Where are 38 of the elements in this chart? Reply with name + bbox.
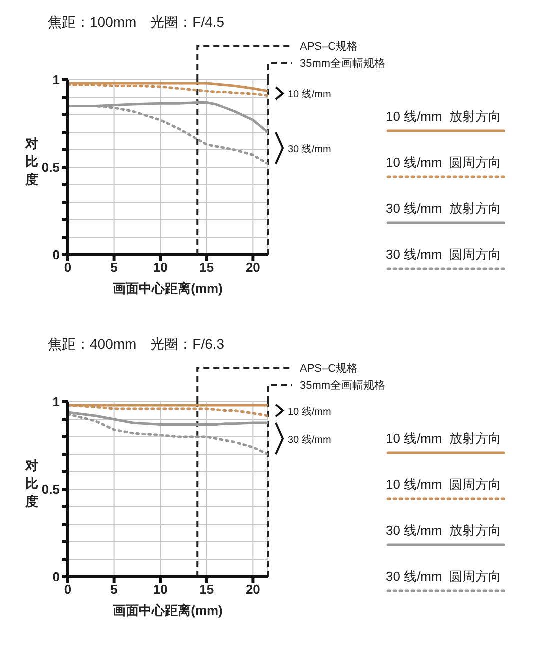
y-tick-label: 0.5: [42, 160, 60, 176]
x-axis-title: 画面中心距离(mm): [112, 602, 224, 620]
text: 30 线/mm 放射方向: [386, 522, 503, 540]
y-tick-label: 0.5: [42, 482, 60, 498]
text: 10 线/mm: [288, 406, 332, 418]
text: 30 线/mm 圆周方向: [386, 246, 503, 264]
text: 30 线/mm: [288, 143, 332, 156]
text: 10 线/mm 放射方向: [386, 108, 503, 126]
y-tick-label: 0: [52, 570, 60, 585]
y-tick-label: 1: [52, 394, 60, 410]
x-tick-label: 10: [153, 582, 168, 598]
chart-title: 焦距：400mm 光圈：F/6.3: [48, 336, 225, 354]
x-tick-label: 20: [246, 582, 260, 598]
legend-label: 35mm全画幅规格: [300, 380, 386, 392]
text: 10 线/mm 圆周方向: [386, 154, 503, 172]
y-axis-title: 对比度: [24, 135, 40, 189]
y-tick-label: 1: [52, 72, 60, 88]
x-tick-label: 5: [110, 582, 118, 598]
x-axis-title: 画面中心距离(mm): [112, 280, 224, 298]
text: 10 线/mm 放射方向: [386, 430, 503, 448]
chart-title: 焦距：100mm 光圈：F/4.5: [48, 14, 225, 32]
text: 30 线/mm: [288, 434, 332, 446]
text: 10 线/mm: [288, 88, 332, 101]
x-tick-label: 0: [64, 582, 72, 598]
ref-line-label: APS–C规格: [300, 41, 358, 53]
y-axis-title: 对比度: [24, 457, 40, 511]
x-tick-label: 5: [110, 260, 118, 276]
legend-label: 35mm全画幅规格: [300, 58, 386, 70]
y-tick-label: 0: [52, 248, 60, 263]
ref-line-label: APS–C规格: [300, 363, 358, 375]
text: 30 线/mm 放射方向: [386, 200, 503, 218]
x-tick-label: 0: [64, 260, 72, 276]
x-tick-label: 15: [200, 582, 214, 598]
text: 10 线/mm 圆周方向: [386, 476, 503, 494]
x-tick-label: 10: [153, 260, 168, 276]
text: 30 线/mm 圆周方向: [386, 568, 503, 586]
x-tick-label: 15: [200, 260, 214, 276]
x-tick-label: 20: [246, 260, 260, 276]
